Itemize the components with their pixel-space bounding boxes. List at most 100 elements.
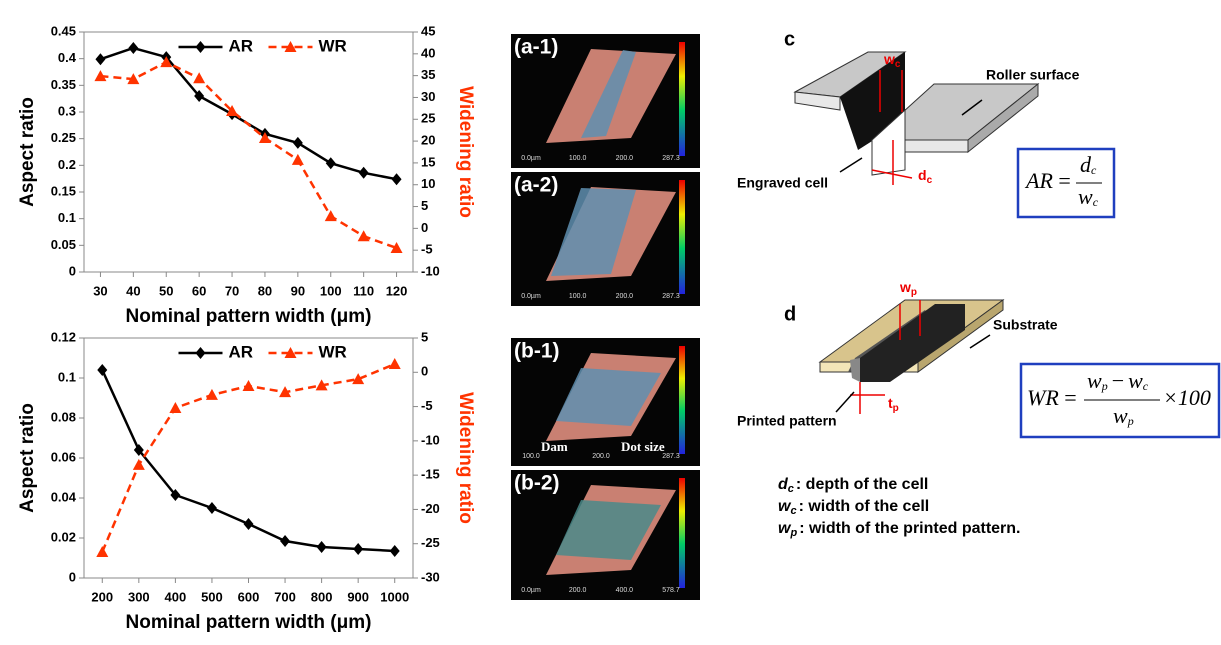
surface-band — [581, 50, 636, 138]
y-axis-label: Aspect ratio — [17, 403, 38, 513]
pointer — [839, 157, 863, 173]
sub: p — [911, 287, 917, 298]
formula-num: dc — [1080, 152, 1097, 177]
x-axis-label: Nominal pattern width (μm) — [126, 306, 372, 327]
y2-tick-label: 0 — [421, 364, 428, 379]
panel-label: d — [784, 303, 796, 325]
cell-bottom — [871, 108, 906, 176]
text: : width of the printed pattern. — [799, 520, 1020, 537]
definitions: dc: depth of the cell wc: width of the ce… — [778, 476, 1021, 539]
y-tick-label: 0.08 — [51, 409, 76, 424]
roller-left-front — [794, 91, 841, 111]
y2-tick-label: 10 — [421, 176, 435, 191]
formula-lhs: WR = — [1027, 385, 1077, 410]
x-tick-label: 70 — [225, 283, 239, 298]
x-tick-label: 90 — [291, 283, 305, 298]
marker — [95, 53, 106, 66]
thumb-tick: 287.3 — [662, 293, 680, 300]
y2-axis-label: Widening ratio — [455, 86, 476, 218]
sym: = — [1058, 168, 1070, 193]
y2-tick-label: 0 — [421, 220, 428, 235]
chart: 0 0.02 0.04 0.06 0.08 0.1 0.12 -30 -25 -20 -15 -10 -… — [17, 329, 476, 633]
text: : width of the cell — [799, 498, 930, 515]
y2-tick-label: 45 — [421, 23, 435, 38]
annotation: Dam — [541, 439, 568, 454]
color-scale — [679, 42, 685, 156]
legend-marker — [284, 41, 297, 52]
legend-marker — [284, 347, 297, 358]
definition: wp: width of the printed pattern. — [778, 520, 1021, 539]
panel-label: (a-1) — [514, 36, 558, 59]
sub: p — [893, 403, 899, 414]
x-tick-label: 900 — [347, 589, 369, 604]
y-tick-label: 0.12 — [51, 329, 76, 344]
text: : depth of the cell — [796, 476, 928, 493]
sym: w — [778, 520, 792, 537]
y2-tick-label: 15 — [421, 154, 435, 169]
sym: w — [899, 279, 911, 295]
sym: t — [888, 395, 893, 411]
y2-tick-label: 20 — [421, 133, 435, 148]
chart: 0 0.05 0.1 0.15 0.2 0.25 0.3 0.35 0.4 0.45 -10 -5 0 5… — [17, 23, 476, 327]
thumb-tick: 200.0 — [569, 587, 587, 594]
y-tick-label: 0.1 — [58, 369, 76, 384]
sub: c — [895, 59, 901, 70]
marker — [206, 502, 217, 514]
pointer — [835, 391, 855, 413]
x-tick-label: 40 — [126, 283, 140, 298]
marker — [132, 458, 145, 470]
definition: dc: depth of the cell — [778, 476, 928, 495]
x-tick-label: 120 — [386, 283, 408, 298]
marker — [316, 541, 327, 553]
y2-tick-label: 35 — [421, 67, 435, 82]
sub: c — [790, 505, 796, 517]
plot-frame — [83, 31, 414, 273]
y2-tick-label: -10 — [421, 263, 440, 278]
sym: = — [1064, 385, 1076, 410]
y-tick-label: 0 — [69, 569, 76, 584]
diagram-c: c Roller surface Engraved cell wc dc AR … — [737, 28, 1116, 219]
x-tick-label: 1000 — [380, 589, 409, 604]
marker — [133, 444, 144, 456]
thumbnails: (a-1) 0.0µm 100.0 200.0 287.3 (a-2) 0.0µm 100.0… — [511, 34, 700, 600]
x-tick-label: 60 — [192, 283, 206, 298]
pattern — [860, 304, 965, 382]
legend-marker — [195, 41, 206, 53]
thumb-tick: 200.0 — [616, 293, 634, 300]
y-tick-label: 0.45 — [51, 23, 76, 38]
y-tick-label: 0.06 — [51, 449, 76, 464]
surface-band — [556, 368, 661, 426]
pointer — [969, 334, 991, 349]
marker — [205, 388, 218, 400]
sym: w — [1128, 368, 1143, 393]
marker — [97, 364, 108, 376]
y-tick-label: 0.2 — [58, 157, 76, 172]
y2-tick-label: -15 — [421, 467, 440, 482]
series-line — [100, 60, 397, 250]
sym: w — [778, 498, 792, 515]
label: Substrate — [993, 317, 1058, 333]
marker — [358, 166, 369, 179]
y2-tick-label: -20 — [421, 501, 440, 516]
sym: w — [1078, 184, 1093, 209]
x-tick-label: 600 — [238, 589, 260, 604]
plot-frame — [83, 337, 414, 579]
y2-axis-label: Widening ratio — [455, 392, 476, 524]
charts: 00.050.10.150.20.250.30.350.40.45-10-505… — [17, 23, 476, 633]
y2-tick-label: -10 — [421, 432, 440, 447]
marker — [352, 373, 365, 385]
x-tick-label: 400 — [165, 589, 187, 604]
marker — [353, 543, 364, 555]
thumb-tick: 100.0 — [569, 293, 587, 300]
marker — [226, 104, 239, 116]
thumb-tick: 287.3 — [662, 155, 680, 162]
marker — [170, 489, 181, 501]
y-tick-label: 0.02 — [51, 529, 76, 544]
thumb-tick: 200.0 — [616, 155, 634, 162]
y2-tick-label: 5 — [421, 198, 428, 213]
marker — [94, 70, 107, 82]
sym: d — [1080, 152, 1092, 177]
surface-band — [551, 188, 636, 276]
x-tick-label: 800 — [311, 589, 333, 604]
